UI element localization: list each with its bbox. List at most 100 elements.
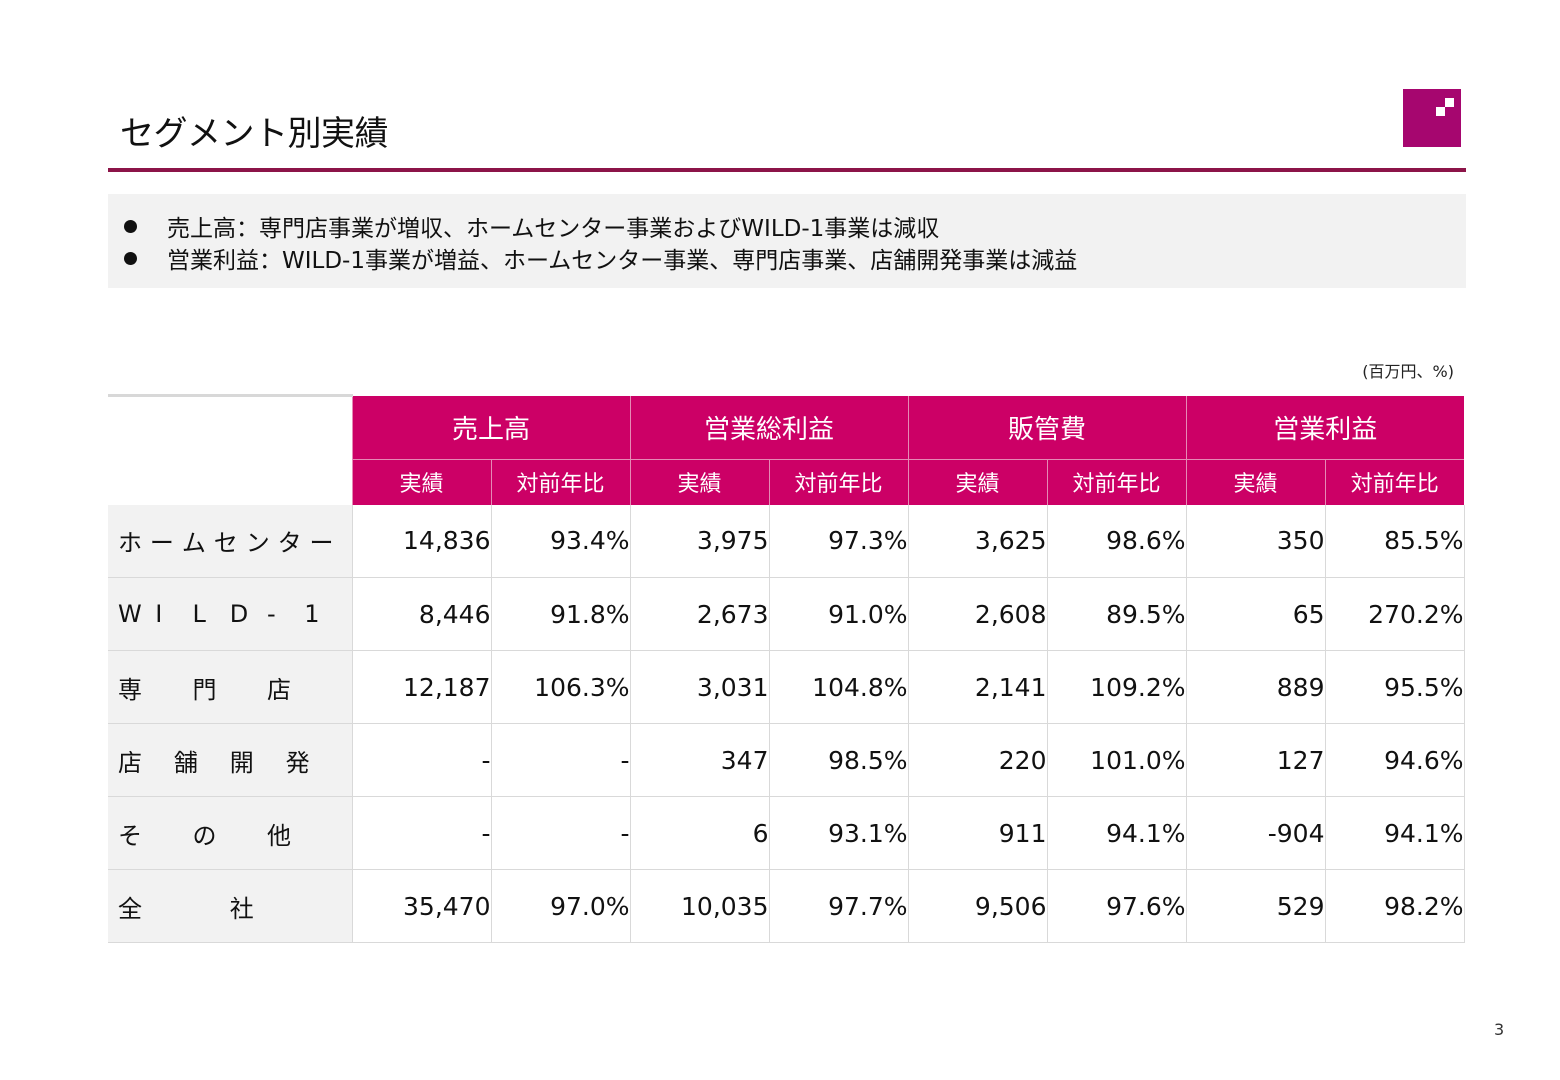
cell-actual: -	[351, 796, 491, 870]
subheader-yoy: 対前年比	[768, 459, 908, 505]
row-label-char: 発	[285, 748, 310, 777]
cell-actual: 65	[1185, 577, 1325, 651]
table-row: その他 - -6 93.1% 911 94.1% -904 94.1%	[108, 796, 1465, 870]
header-group-operating-profit: 営業利益	[1185, 395, 1464, 460]
cell-actual: -	[351, 723, 491, 797]
cell-actual: 220	[907, 723, 1047, 797]
row-label-char: 専	[118, 675, 142, 704]
cell-actual: 347	[629, 723, 769, 797]
row-label-char: 1	[304, 600, 320, 628]
table-row: ホームセンター 14,836 93.4% 3,975 97.3% 3,625 98.6% 35…	[108, 504, 1465, 578]
logo-square-1	[1445, 98, 1454, 107]
cell-actual: 350	[1185, 504, 1325, 578]
cell-yoy: 91.8%	[490, 577, 630, 651]
cell-yoy: 97.3%	[768, 504, 908, 578]
subheader-yoy: 対前年比	[1046, 459, 1186, 505]
header-group-gross-profit: 営業総利益	[629, 395, 908, 460]
summary-box: 売上高：専門店事業が増収、ホームセンター事業およびWILD-1事業は減収 営業利…	[108, 194, 1466, 288]
cell-yoy: 93.4%	[490, 504, 630, 578]
cell-actual: 911	[907, 796, 1047, 870]
cell-yoy: 89.5%	[1046, 577, 1186, 651]
cell-yoy: 94.1%	[1046, 796, 1186, 870]
row-label-char: D	[229, 600, 249, 628]
cell-actual: 3,031	[629, 650, 769, 724]
row-label-char: ホ	[118, 529, 142, 558]
cell-actual: 3,975	[629, 504, 769, 578]
title-divider	[108, 168, 1466, 172]
cell-yoy: 106.3%	[490, 650, 630, 724]
summary-bullet: 営業利益：WILD-1事業が増益、ホームセンター事業、専門店事業、店舗開発事業は…	[124, 242, 1466, 274]
row-label: 全社	[108, 869, 352, 943]
cell-actual: 35,470	[351, 869, 491, 943]
cell-yoy: 97.0%	[490, 869, 630, 943]
table-row: 店舗開発 - -347 98.5% 220 101.0% 127 94.6%	[108, 723, 1465, 797]
cell-yoy: 95.5%	[1324, 650, 1465, 724]
table-row: 専 門 店 12,187 106.3% 3,031 104.8% 2,141 109.2% 889…	[108, 650, 1465, 724]
table-row: W I L D -1 8,446 91.8% 2,673 91.0% 2,608 89.5% 65 27…	[108, 577, 1465, 651]
cell-actual: 529	[1185, 869, 1325, 943]
cell-actual: 10,035	[629, 869, 769, 943]
row-label-char: ン	[245, 529, 270, 558]
row-label-char: 舗	[173, 748, 198, 777]
row-label-char: セ	[213, 529, 238, 558]
cell-yoy: 97.7%	[768, 869, 908, 943]
slide-title: セグメント別実績	[120, 114, 389, 154]
subheader-actual: 実績	[629, 459, 769, 505]
cell-yoy: 98.2%	[1324, 869, 1465, 943]
cell-actual: 889	[1185, 650, 1325, 724]
cell-actual: 12,187	[351, 650, 491, 724]
row-label-char: の	[192, 821, 217, 850]
row-label-char: -	[267, 600, 276, 628]
cell-yoy: 91.0%	[768, 577, 908, 651]
cell-yoy: 109.2%	[1046, 650, 1186, 724]
cell-yoy: -	[490, 723, 630, 797]
row-label-char: ム	[181, 529, 206, 558]
company-logo	[1403, 89, 1461, 147]
cell-yoy: -	[490, 796, 630, 870]
row-label-char: 他	[267, 821, 291, 850]
row-label-char: W	[118, 600, 142, 628]
summary-bullet-text: 営業利益：WILD-1事業が増益、ホームセンター事業、専門店事業、店舗開発事業は…	[167, 248, 1078, 274]
cell-yoy: 98.5%	[768, 723, 908, 797]
summary-bullet: 売上高：専門店事業が増収、ホームセンター事業およびWILD-1事業は減収	[124, 210, 1466, 242]
logo-square-2	[1436, 107, 1445, 116]
cell-yoy: 97.6%	[1046, 869, 1186, 943]
row-label-char: ー	[149, 529, 174, 558]
cell-actual: 3,625	[907, 504, 1047, 578]
header-group-sga: 販管費	[907, 395, 1186, 460]
page-number: 3	[1494, 1020, 1505, 1039]
bullet-icon	[124, 219, 137, 233]
row-label-char: そ	[118, 821, 142, 850]
cell-yoy: 94.6%	[1324, 723, 1465, 797]
cell-actual: 8,446	[351, 577, 491, 651]
table-row: 全社 35,470 97.0% 10,035 97.7% 9,506 97.6% 529 98.…	[108, 869, 1465, 943]
cell-yoy: 270.2%	[1324, 577, 1465, 651]
header-group-sales: 売上高	[351, 395, 630, 460]
cell-actual: 2,673	[629, 577, 769, 651]
cell-yoy: 94.1%	[1324, 796, 1465, 870]
row-label-char: 全	[118, 894, 142, 923]
bullet-icon	[124, 251, 137, 265]
row-label: 専門店	[108, 650, 352, 724]
cell-yoy: 93.1%	[768, 796, 908, 870]
cell-actual: 6	[629, 796, 769, 870]
cell-actual: 2,608	[907, 577, 1047, 651]
header-blank-cell	[108, 394, 352, 505]
subheader-actual: 実績	[351, 459, 491, 505]
cell-actual: 14,836	[351, 504, 491, 578]
row-label-char: 門	[192, 675, 217, 704]
row-label: その他	[108, 796, 352, 870]
segment-results-table: 売上高 営業総利益 販管費 営業利益 実績 対前年比 実績 対前年比 実績 対前年比 実績対…	[108, 394, 1465, 943]
row-label-char: L	[192, 600, 206, 628]
cell-actual: 2,141	[907, 650, 1047, 724]
subheader-yoy: 対前年比	[1324, 459, 1464, 505]
row-label-char: 社	[229, 894, 254, 923]
row-label-char: タ	[277, 529, 302, 558]
cell-yoy: 104.8%	[768, 650, 908, 724]
cell-yoy: 85.5%	[1324, 504, 1465, 578]
cell-yoy: 101.0%	[1046, 723, 1186, 797]
unit-note: (百万円、%)	[1362, 362, 1454, 381]
cell-actual: 9,506	[907, 869, 1047, 943]
summary-bullet-text: 売上高：専門店事業が増収、ホームセンター事業およびWILD-1事業は減収	[167, 216, 940, 242]
